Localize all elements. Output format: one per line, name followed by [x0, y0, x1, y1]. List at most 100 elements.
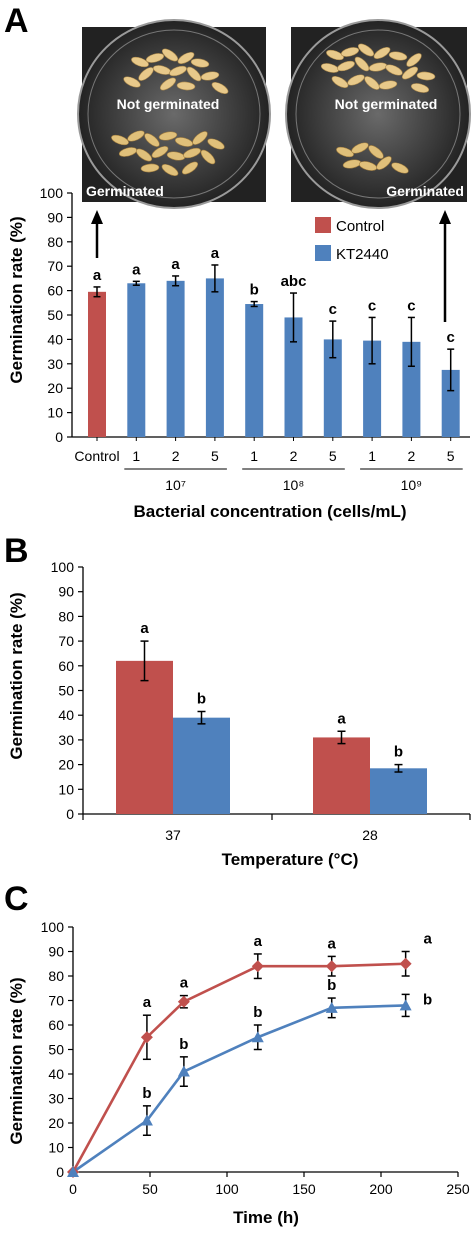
group-label: 10⁹	[401, 477, 423, 493]
significance-letter: b	[327, 977, 336, 994]
significance-letter: c	[447, 329, 455, 346]
germinated-seeds	[111, 130, 225, 176]
x-tick-label: Control	[74, 448, 119, 464]
seed-photo-control: Not germinated Germinated	[77, 19, 271, 209]
bar	[323, 339, 342, 437]
significance-letter: b	[250, 282, 259, 299]
bar	[166, 280, 185, 437]
y-tick-label: 40	[58, 707, 74, 723]
bar	[363, 340, 382, 437]
bar	[370, 768, 427, 814]
bar	[88, 291, 106, 437]
data-point-triangle	[325, 1001, 338, 1013]
legend-label-control: Control	[336, 218, 384, 235]
x-tick-label: 1	[250, 448, 258, 464]
y-axis-label: Germination rate (%)	[7, 216, 26, 383]
x-tick-label: 2	[172, 448, 180, 464]
significance-letter: a	[93, 267, 102, 284]
series-line	[71, 962, 406, 1173]
plot-area: 0 10 20 30 40 50 60 70 80 90 100 0 50 100 150 200 250 a a a…	[41, 919, 470, 1197]
y-tick-label: 50	[48, 1042, 64, 1058]
significance-letter: a	[337, 710, 346, 727]
y-tick-label: 100	[41, 919, 65, 935]
legend-swatch-treated	[315, 245, 331, 261]
significance-letter: a	[140, 620, 149, 637]
arrowhead	[91, 210, 103, 224]
bar	[245, 304, 264, 437]
panel-b: B 0 10 20 30 40 50 60 70 80 90 100 a b 37 a b 28 Germina…	[4, 532, 471, 869]
significance-letter: b	[197, 690, 206, 707]
x-axis-label: Temperature (°C)	[222, 850, 359, 869]
y-tick-label: 20	[48, 1115, 64, 1131]
data-point-triangle	[251, 1031, 264, 1043]
y-tick-label: 60	[47, 283, 63, 299]
y-tick-label: 20	[47, 380, 63, 396]
significance-letter: b	[394, 744, 403, 761]
ungerminated-seeds	[123, 48, 229, 94]
arrowhead	[439, 210, 451, 224]
significance-letter: c	[329, 301, 337, 318]
x-tick-label: 100	[215, 1181, 239, 1197]
y-tick-label: 30	[58, 732, 74, 748]
x-tick-label: 2	[290, 448, 298, 464]
bar	[173, 717, 230, 814]
group-label: 10⁸	[283, 477, 305, 493]
y-tick-label: 80	[47, 234, 63, 250]
x-axis-label: Time (h)	[233, 1208, 299, 1227]
significance-letter: a	[171, 256, 180, 273]
x-tick-label: 200	[369, 1181, 393, 1197]
y-tick-label: 10	[48, 1140, 64, 1156]
x-axis-label: Bacterial concentration (cells/mL)	[133, 502, 406, 521]
y-tick-label: 0	[56, 1164, 64, 1180]
x-tick-label: 5	[329, 448, 337, 464]
y-tick-label: 70	[58, 633, 74, 649]
significance-letter: b	[423, 991, 432, 1008]
y-tick-label: 70	[48, 993, 64, 1009]
legend: Control KT2440	[315, 217, 389, 263]
significance-letter: c	[368, 297, 376, 314]
x-tick-label: 5	[447, 448, 455, 464]
y-axis-label: Germination rate (%)	[7, 592, 26, 759]
y-tick-label: 90	[48, 944, 64, 960]
data-point-diamond	[251, 960, 264, 973]
y-tick-label: 50	[47, 307, 63, 323]
significance-letter: a	[132, 261, 141, 278]
y-axis-label: Germination rate (%)	[7, 977, 26, 1144]
bar	[127, 283, 146, 437]
y-tick-label: 100	[51, 559, 75, 575]
data-point-diamond	[177, 995, 190, 1008]
y-tick-label: 80	[48, 968, 64, 984]
bar	[284, 317, 303, 437]
photo-label-not-germinated: Not germinated	[117, 96, 220, 112]
photo-label-germinated: Germinated	[386, 183, 464, 199]
y-tick-label: 70	[47, 258, 63, 274]
y-tick-label: 30	[48, 1091, 64, 1107]
y-tick-label: 80	[58, 608, 74, 624]
significance-letter: b	[142, 1085, 151, 1102]
significance-letter: b	[253, 1004, 262, 1021]
panel-b-label: B	[4, 532, 29, 570]
significance-letter: a	[328, 935, 337, 952]
x-tick-label: 37	[165, 827, 181, 843]
photo-label-not-germinated: Not germinated	[335, 96, 438, 112]
significance-letter: a	[254, 933, 263, 950]
legend-swatch-control	[315, 217, 331, 233]
x-tick-label: 1	[132, 448, 140, 464]
group-label: 10⁷	[165, 477, 186, 493]
x-tick-label: 50	[142, 1181, 158, 1197]
x-tick-label: 2	[408, 448, 416, 464]
y-tick-label: 60	[48, 1017, 64, 1033]
y-tick-label: 30	[47, 356, 63, 372]
series-line	[72, 1004, 406, 1174]
seed-photo-treated: Not germinated Germinated	[285, 19, 471, 209]
data-point-triangle	[177, 1065, 190, 1077]
x-tick-label: 5	[211, 448, 219, 464]
bar	[313, 737, 370, 814]
photo-label-germinated: Germinated	[86, 183, 164, 199]
significance-letter: abc	[281, 273, 307, 290]
y-tick-label: 40	[47, 331, 63, 347]
significance-letter: a	[211, 245, 220, 262]
data-point-triangle	[67, 1166, 79, 1177]
y-tick-label: 40	[48, 1066, 64, 1082]
ungerminated-seeds	[320, 43, 436, 93]
